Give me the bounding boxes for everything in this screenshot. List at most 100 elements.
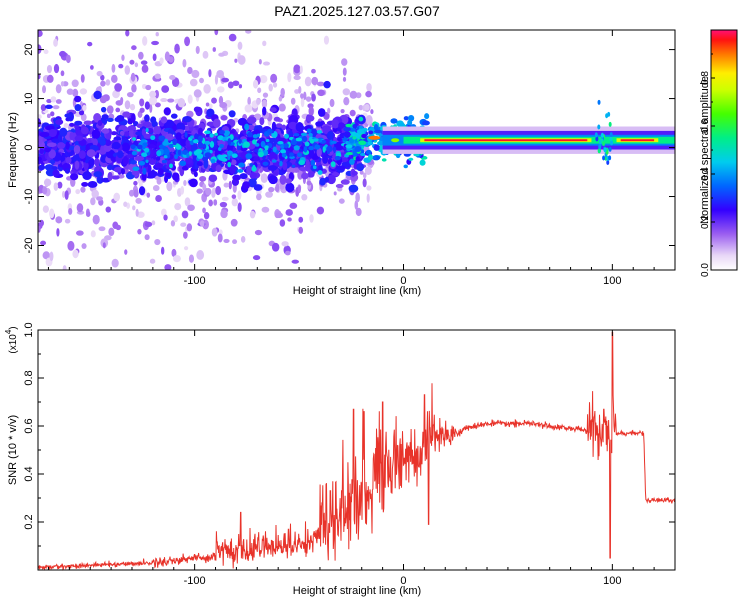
spectrogram-cell: [89, 157, 95, 167]
spectrogram-cell: [364, 104, 370, 111]
snr-ylabel: SNR (10 * v/v): [7, 415, 19, 485]
spectrogram-cell: [424, 139, 588, 142]
spectrogram-cell: [73, 144, 81, 154]
spectrogram-cell: [183, 231, 188, 239]
spectrogram-cell: [331, 119, 340, 129]
spectrogram-cell: [193, 89, 202, 98]
spectrogram-cell: [219, 201, 228, 208]
spectrogram-cell: [138, 186, 146, 196]
spectrogram-cell: [131, 169, 140, 176]
spectrogram-cell: [204, 130, 211, 135]
spectrogram-cell: [305, 159, 310, 168]
spectrogram-cell: [223, 182, 230, 188]
spectrogram-cell: [265, 138, 270, 143]
spectrogram-cell: [179, 160, 187, 166]
spectrogram-cell: [156, 141, 161, 151]
colorbar-label: Normalized spectral amplitude: [699, 76, 711, 224]
spectrogram-cell: [218, 130, 225, 135]
spectrogram-cell: [61, 190, 66, 198]
spectrogram-cell: [260, 140, 266, 148]
spectrogram-ytick-label: 0: [23, 144, 35, 150]
spectrogram-cell: [168, 56, 174, 63]
spectrogram-cell: [38, 164, 46, 171]
spectrogram-cell: [234, 58, 238, 63]
spectrogram-cell: [131, 84, 137, 93]
spectrogram-cell: [297, 184, 301, 194]
spectrogram-cell: [106, 105, 114, 114]
spectrogram-cell: [189, 178, 198, 188]
snr-xlabel: Height of straight line (km): [293, 585, 421, 597]
spectrogram-cell: [607, 111, 611, 117]
spectrogram-cell: [141, 152, 148, 157]
spectrogram-cell: [111, 131, 117, 136]
spectrogram-cell: [156, 150, 162, 157]
spectrogram-cell: [606, 159, 610, 165]
spectrogram-cell: [227, 150, 233, 156]
spectrogram-cell: [210, 158, 216, 164]
spectrogram-cell: [138, 161, 146, 166]
spectrogram-cell: [101, 114, 109, 120]
spectrogram-cell: [330, 161, 336, 168]
snr-ytick-label: 0.4: [23, 466, 35, 481]
spectrogram-cell: [207, 136, 215, 142]
spectrogram-cell: [146, 144, 157, 149]
spectrogram-cell: [79, 88, 88, 95]
spectrogram-cell: [80, 74, 85, 83]
spectrogram-cell: [354, 200, 359, 210]
spectrogram-cell: [64, 190, 69, 200]
spectrogram-cell: [193, 139, 199, 144]
spectrogram-cell: [372, 155, 377, 160]
spectrogram-cell: [252, 134, 258, 139]
spectrogram-cell: [232, 239, 238, 245]
spectrogram-cell: [300, 93, 304, 99]
snr-ytick-label: 0.8: [23, 370, 35, 385]
spectrogram-cell: [138, 180, 143, 188]
spectrogram-cell: [326, 131, 334, 140]
spectrogram-cell: [206, 121, 215, 127]
spectrogram-cell: [46, 113, 51, 119]
spectrogram-cell: [249, 210, 256, 219]
spectrogram-cell: [345, 152, 354, 156]
spectrogram-cell: [217, 233, 223, 243]
snr-multiplier-close: ): [8, 326, 19, 329]
spectrogram-cell: [359, 170, 364, 175]
spectrogram-cell: [295, 122, 304, 132]
spectrogram-cell: [163, 107, 171, 116]
spectrogram-cell: [335, 183, 344, 189]
spectrogram-cell: [297, 152, 302, 158]
spectrogram-cell: [46, 142, 57, 148]
spectrogram-cell: [293, 64, 301, 74]
spectrogram-cell: [317, 89, 325, 97]
spectrogram-cell: [187, 94, 193, 104]
spectrogram-cell: [268, 186, 275, 193]
spectrogram-cell: [151, 220, 156, 226]
spectrogram-cell: [262, 61, 271, 66]
spectrogram-cell: [56, 228, 60, 237]
spectrogram-cell: [214, 30, 219, 36]
spectrogram-cell: [214, 74, 219, 85]
spectrogram-cell: [154, 133, 161, 142]
spectrogram-cell: [141, 64, 149, 73]
spectrogram-cell: [245, 30, 252, 34]
spectrogram-cell: [125, 30, 130, 37]
spectrogram-cell: [300, 97, 305, 108]
spectrogram-cell: [248, 178, 257, 188]
spectrogram-cell: [620, 139, 655, 142]
spectrogram-cell: [159, 57, 164, 64]
spectrogram-cell: [603, 147, 607, 153]
spectrogram-cell: [407, 119, 413, 126]
spectrogram-cell: [198, 127, 203, 135]
spectrogram-cell: [182, 58, 187, 68]
spectrogram-cell: [124, 100, 131, 110]
spectrogram-ytick-label: 20: [23, 43, 35, 55]
spectrogram-cell: [424, 113, 430, 120]
spectrogram-cell: [359, 153, 367, 157]
spectrogram-cell: [154, 162, 164, 169]
spectrogram-cell: [204, 140, 211, 145]
spectrogram-cell: [419, 159, 426, 166]
spectrogram-cell: [298, 166, 307, 172]
spectrogram-cell: [342, 88, 351, 96]
spectrogram-cell: [243, 141, 250, 148]
spectrogram-cell: [186, 152, 190, 158]
spectrogram-cell: [202, 183, 207, 191]
